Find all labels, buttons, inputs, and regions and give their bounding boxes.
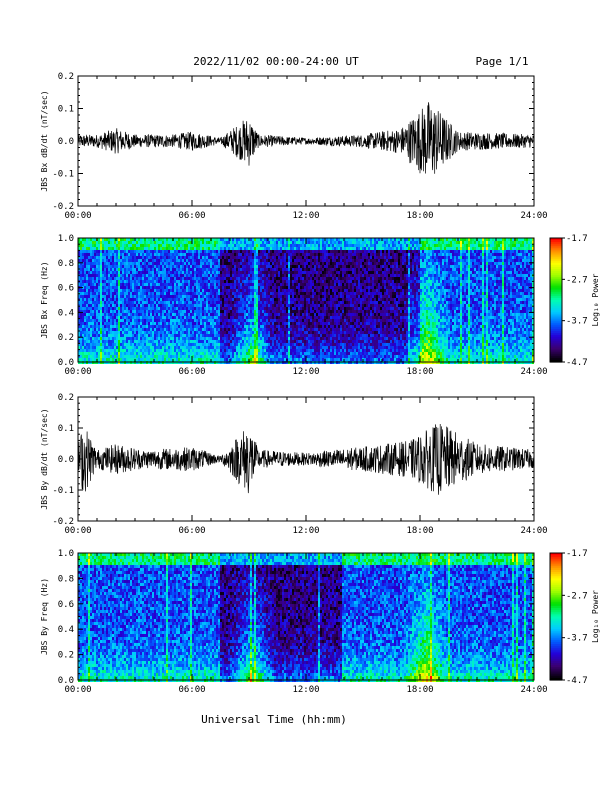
x-tick-label: 06:00 (178, 685, 205, 695)
y-tick-label: -0.1 (52, 486, 74, 496)
x-tick-label: 24:00 (520, 211, 547, 221)
colorbar-tick-label: -1.7 (566, 234, 588, 244)
spectrogram-4 (78, 553, 534, 682)
x-tick-label: 00:00 (64, 211, 91, 221)
x-tick-label: 00:00 (64, 526, 91, 536)
y-tick-label: 1.0 (58, 234, 74, 244)
y-tick-label: -0.2 (52, 202, 74, 212)
x-tick-label: 06:00 (178, 526, 205, 536)
colorbar-4: -1.7 -2.7 -3.7 -4.7 Log₁₀ Power (549, 549, 600, 686)
x-tick-label: 12:00 (292, 367, 319, 377)
colorbar-tick-label: -3.7 (566, 634, 588, 644)
panel-1: 0.2 0.1 0.0 -0.1 -0.200:00 06:00 12:00 18:00 24:… (40, 72, 548, 221)
colorbar-tick-label: -1.7 (566, 549, 588, 559)
colorbar-tick-label: -4.7 (566, 358, 588, 368)
x-tick-label: 06:00 (178, 211, 205, 221)
y-tick-label: 0.0 (58, 455, 74, 465)
y-axis-label: JBS Bx dB/dt (nT/sec) (40, 90, 49, 191)
y-tick-label: 0.1 (58, 424, 74, 434)
x-tick-label: 18:00 (406, 685, 433, 695)
colorbar-tick-label: -2.7 (566, 275, 588, 285)
x-tick-label: 12:00 (292, 685, 319, 695)
y-axis-label: JBS Bx Freq (Hz) (40, 261, 49, 338)
x-axis-title: Universal Time (hh:mm) (201, 713, 347, 726)
y-tick-label: 0.2 (58, 72, 74, 82)
colorbar-label: Log₁₀ Power (591, 590, 600, 643)
y-axis-label: JBS By dB/dt (nT/sec) (40, 408, 49, 509)
y-tick-label: -0.1 (52, 170, 74, 180)
y-tick-label: 0.6 (58, 284, 74, 294)
colorbar-label: Log₁₀ Power (591, 273, 600, 326)
colorbar-frame (549, 237, 563, 363)
y-tick-label: 0.4 (58, 625, 74, 635)
y-tick-label: 0.8 (58, 574, 74, 584)
trace-1 (77, 102, 535, 174)
y-axis-label: JBS By Freq (Hz) (40, 578, 49, 655)
y-tick-label: 1.0 (58, 549, 74, 559)
y-tick-label: 0.2 (58, 333, 74, 343)
y-tick-label: 0.2 (58, 393, 74, 403)
y-tick-label: 0.1 (58, 105, 74, 115)
x-tick-label: 18:00 (406, 211, 433, 221)
y-tick-label: 0.4 (58, 308, 74, 318)
x-tick-label: 12:00 (292, 526, 319, 536)
spectrogram-2 (78, 238, 534, 364)
y-tick-label: 0.2 (58, 651, 74, 661)
colorbar-2: -1.7 -2.7 -3.7 -4.7 Log₁₀ Power (549, 234, 600, 368)
x-tick-label: 24:00 (520, 685, 547, 695)
x-tick-label: 06:00 (178, 367, 205, 377)
y-tick-label: 0.8 (58, 259, 74, 269)
colorbar-tick-label: -2.7 (566, 591, 588, 601)
y-tick-label: 0.6 (58, 600, 74, 610)
colorbar-tick-label: -4.7 (566, 676, 588, 686)
x-tick-label: 24:00 (520, 526, 547, 536)
x-tick-label: 00:00 (64, 367, 91, 377)
page-number: Page 1/1 (476, 55, 529, 68)
y-tick-label: 0.0 (58, 358, 74, 368)
y-tick-label: -0.2 (52, 517, 74, 527)
y-tick-label: 0.0 (58, 676, 74, 686)
x-tick-label: 12:00 (292, 211, 319, 221)
y-tick-label: 0.0 (58, 137, 74, 147)
colorbar-frame (549, 552, 563, 681)
x-tick-label: 24:00 (520, 367, 547, 377)
panel-4: 1.0 0.8 0.6 0.4 0.2 0.000:00 06:00 12:00 18:00 24… (40, 549, 600, 695)
colorbar-tick-label: -3.7 (566, 317, 588, 327)
page-title: 2022/11/02 00:00-24:00 UT (193, 55, 359, 68)
trace-3 (77, 423, 535, 495)
x-tick-label: 18:00 (406, 367, 433, 377)
x-tick-label: 18:00 (406, 526, 433, 536)
panel-2: 1.0 0.8 0.6 0.4 0.2 0.000:00 06:00 12:00 18:00 24… (40, 234, 600, 377)
panel-3: 0.2 0.1 0.0 -0.1 -0.200:00 06:00 12:00 18:00 24:… (40, 393, 548, 536)
x-tick-label: 00:00 (64, 685, 91, 695)
